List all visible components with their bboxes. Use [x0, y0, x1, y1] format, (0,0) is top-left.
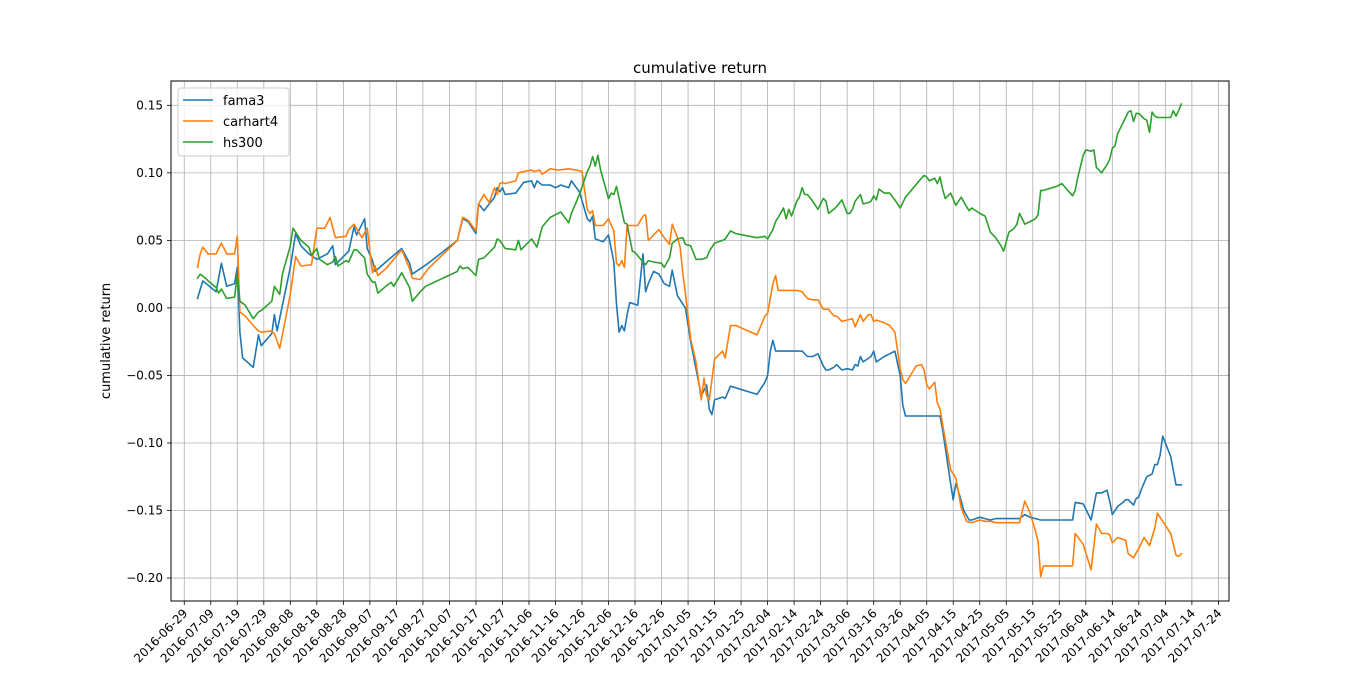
y-axis: −0.20 −0.15 −0.10 −0.05 0.00 0.05 0.10 0.15: [126, 98, 171, 585]
series-line-carhart4: [196, 168, 1183, 578]
y-tick-label: 0.10: [136, 166, 163, 180]
y-tick-label: 0.00: [136, 301, 163, 315]
series-line-hs300: [196, 102, 1183, 320]
legend-label-fama3: fama3: [223, 94, 264, 109]
legend: fama3 carhart4 hs300: [177, 87, 290, 157]
legend-box: [177, 87, 290, 157]
legend-label-hs300: hs300: [223, 136, 263, 151]
chart-title: cumulative return: [633, 59, 767, 77]
plot-area: [171, 81, 1229, 601]
y-tick-label: −0.20: [126, 571, 163, 585]
y-tick-label: −0.15: [126, 504, 163, 518]
legend-label-carhart4: carhart4: [223, 115, 278, 130]
y-tick-label: 0.05: [136, 233, 163, 247]
y-tick-label: −0.05: [126, 368, 163, 382]
y-axis-label: cumulative return: [99, 283, 114, 399]
series-layer: [196, 102, 1183, 578]
y-tick-label: 0.15: [136, 98, 163, 112]
plot-frame: [170, 80, 1230, 602]
y-tick-label: −0.10: [126, 436, 163, 450]
